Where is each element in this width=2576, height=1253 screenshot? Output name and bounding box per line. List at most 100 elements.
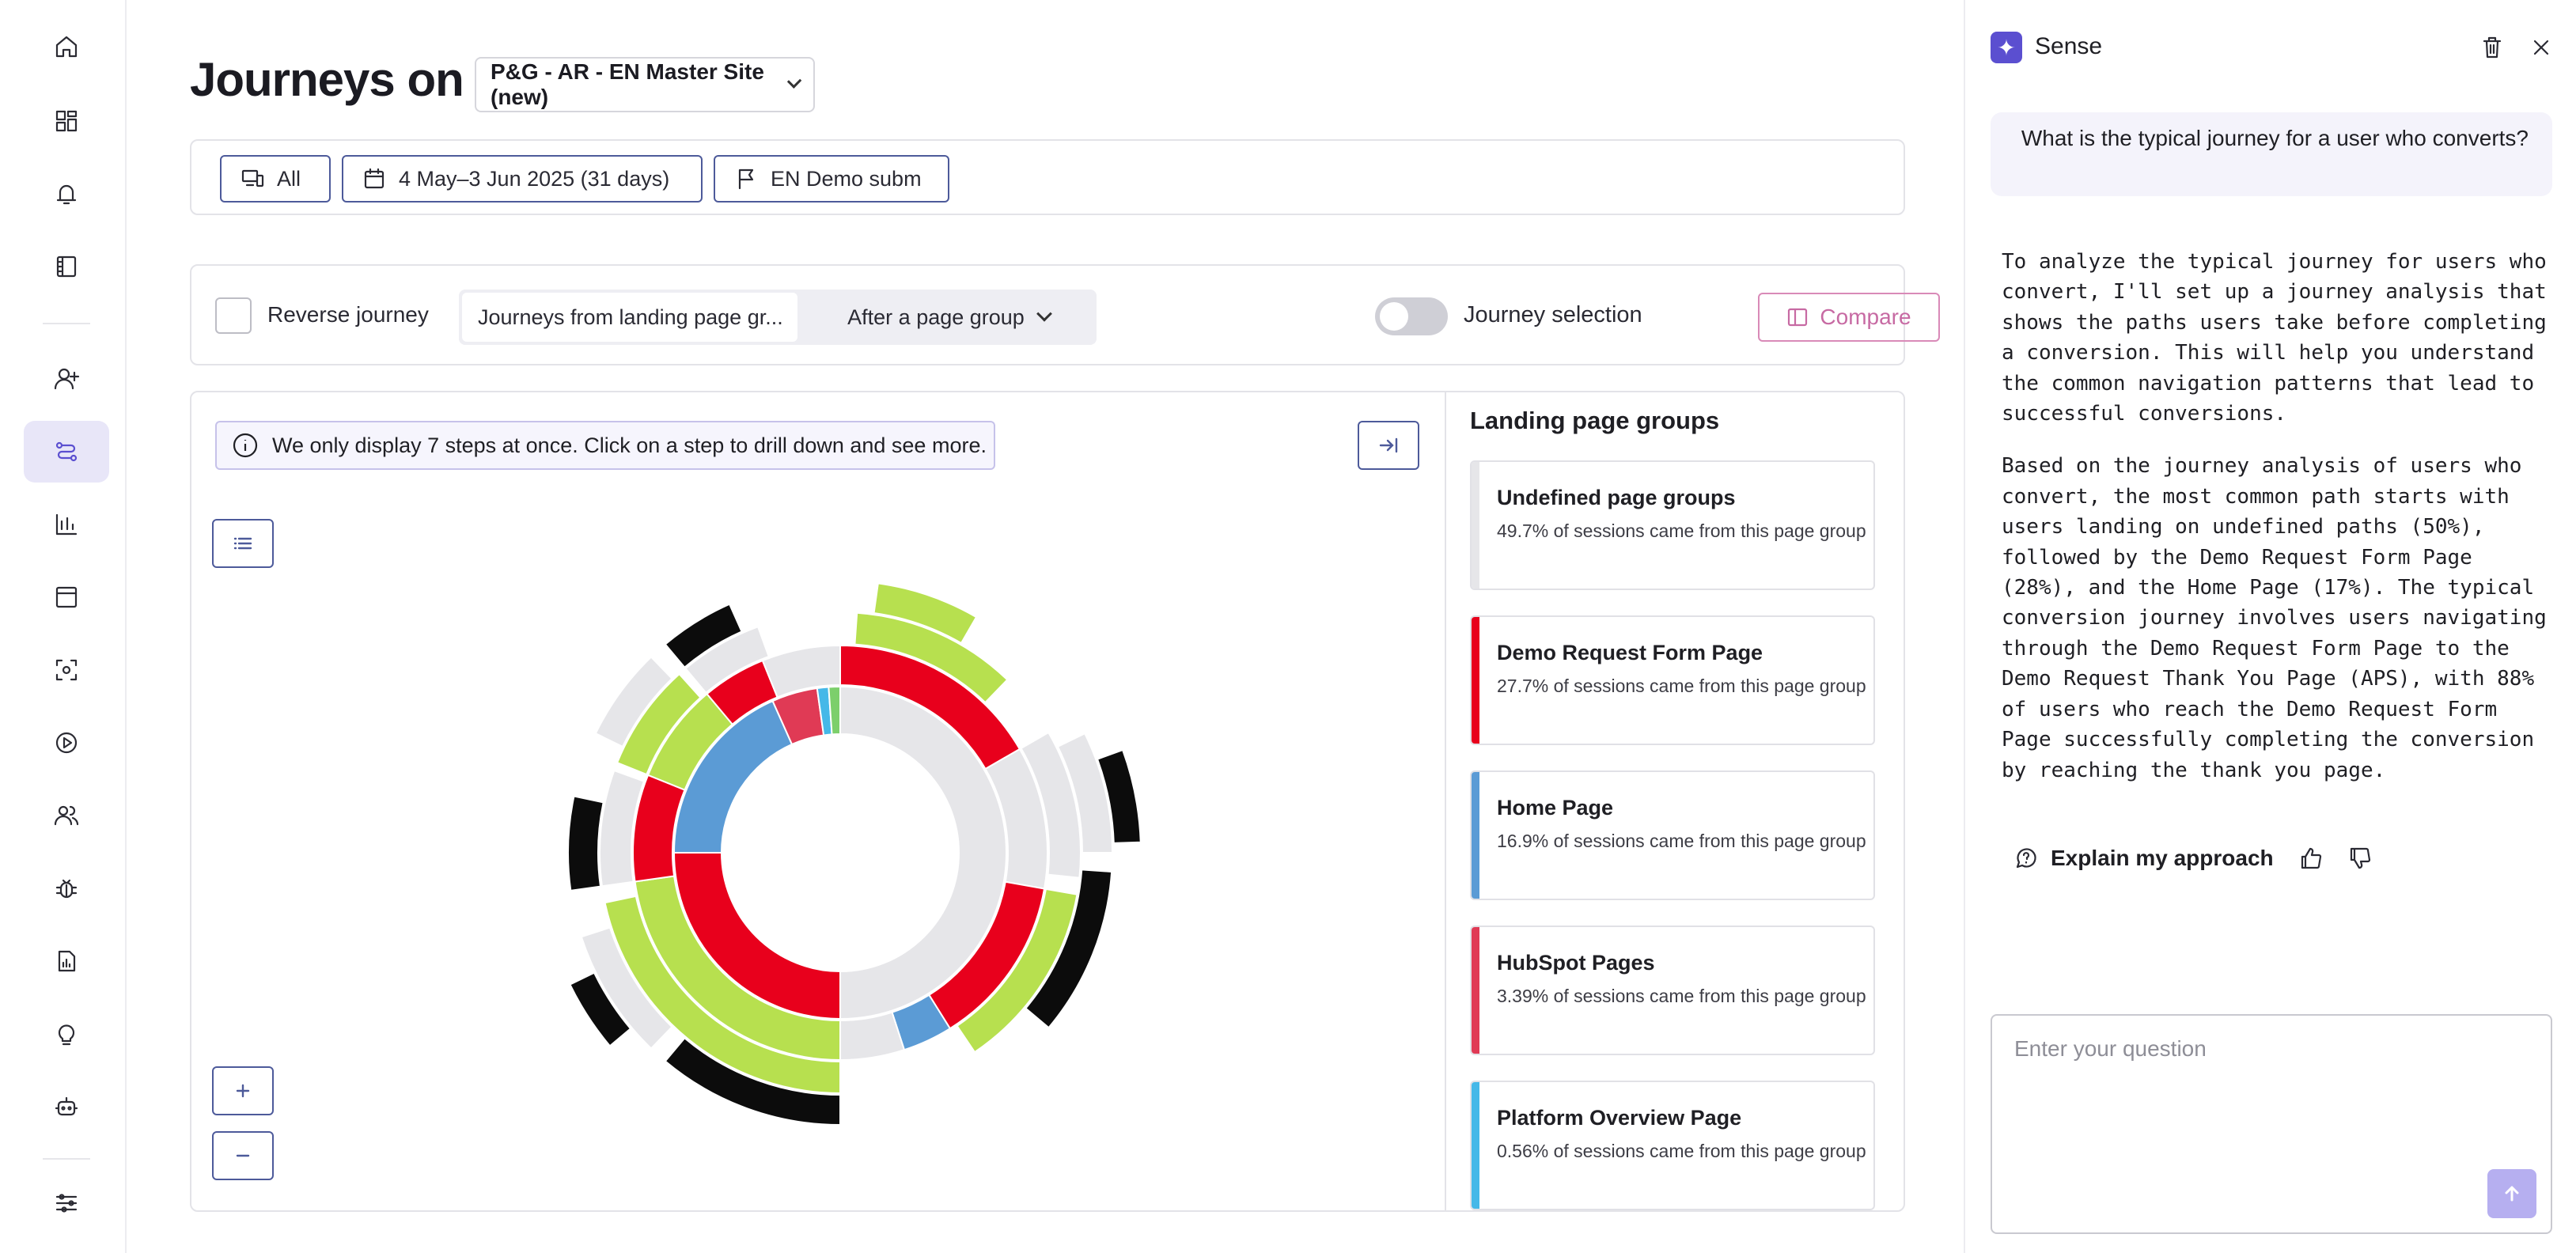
flag-icon	[738, 168, 754, 190]
nav-notebook[interactable]	[24, 236, 109, 297]
sunburst-segment[interactable]	[828, 685, 841, 736]
device-filter[interactable]: All	[220, 155, 331, 203]
nav-journeys[interactable]	[24, 421, 109, 483]
thumbs-down-button[interactable]	[2347, 845, 2375, 873]
sunburst-segment[interactable]	[839, 685, 1007, 1020]
user-plus-icon	[54, 368, 80, 390]
journey-mode-after-dropdown[interactable]: After a page group	[810, 293, 1087, 342]
landing-group-color	[1472, 1082, 1479, 1209]
notebook-icon	[56, 256, 77, 278]
nav-analytics[interactable]	[24, 494, 109, 555]
nav-alerts[interactable]	[24, 163, 109, 225]
sparkle-icon: ✦	[1991, 32, 2022, 63]
bell-icon	[56, 184, 77, 205]
info-banner: We only display 7 steps at once. Click o…	[215, 421, 995, 470]
sunburst-segment[interactable]	[956, 888, 1078, 1054]
nav-bot[interactable]	[24, 1076, 109, 1138]
journey-selection-toggle[interactable]	[1375, 297, 1448, 335]
thumbs-up-button[interactable]	[2298, 845, 2326, 873]
site-select-value: P&G - AR - EN Master Site (new)	[491, 59, 764, 109]
expand-panel-button[interactable]	[1358, 421, 1419, 470]
nav-replay[interactable]	[24, 712, 109, 774]
sunburst-segment[interactable]	[580, 926, 673, 1050]
sunburst-segment[interactable]	[839, 1011, 906, 1062]
reverse-journey-checkbox[interactable]	[215, 297, 252, 334]
compare-button[interactable]: Compare	[1758, 293, 1940, 342]
sunburst-segment[interactable]	[1025, 869, 1113, 1029]
landing-groups-title: Landing page groups	[1470, 407, 1720, 434]
arrow-up-icon	[2505, 1186, 2519, 1202]
landing-group-card[interactable]: Home Page 16.9% of sessions came from th…	[1470, 770, 1875, 900]
plus-icon	[236, 1084, 250, 1098]
journey-sunburst[interactable]	[508, 511, 1220, 1191]
sunburst-segment[interactable]	[664, 603, 743, 668]
landing-group-card[interactable]: Platform Overview Page 0.56% of sessions…	[1470, 1081, 1875, 1210]
device-filter-label: All	[277, 166, 301, 191]
landing-group-card[interactable]: HubSpot Pages 3.39% of sessions came fro…	[1470, 926, 1875, 1055]
nav-reports[interactable]	[24, 930, 109, 992]
zoom-in-button[interactable]	[212, 1066, 274, 1115]
nav-insights[interactable]	[24, 1003, 109, 1065]
journey-selection-label: Journey selection	[1464, 302, 1642, 327]
goal-filter[interactable]: EN Demo subm	[714, 155, 949, 203]
landing-group-color	[1472, 617, 1479, 744]
date-range-filter[interactable]: 4 May–3 Jun 2025 (31 days)	[342, 155, 703, 203]
arrow-right-to-line-icon	[1379, 437, 1398, 453]
explain-approach-label: Explain my approach	[2051, 846, 2274, 870]
journey-mode-landing[interactable]: Journeys from landing page gr...	[462, 293, 797, 342]
sunburst-segment[interactable]	[1056, 732, 1114, 854]
nav-users-add[interactable]	[24, 348, 109, 410]
chat-question-icon	[2016, 848, 2036, 869]
site-select[interactable]: P&G - AR - EN Master Site (new)	[475, 57, 815, 112]
chevron-down-icon	[1036, 305, 1052, 322]
sunburst-segment[interactable]	[604, 895, 841, 1095]
thumbs-up-icon	[2301, 847, 2322, 869]
sunburst-segment[interactable]	[873, 582, 978, 645]
list-icon	[233, 537, 252, 550]
nav-errors[interactable]	[24, 857, 109, 919]
user-question: What is the typical journey for a user w…	[1991, 112, 2552, 196]
nav-segments[interactable]	[24, 785, 109, 846]
trash-icon	[2483, 36, 2502, 59]
goal-filter-label: EN Demo subm	[771, 166, 922, 191]
sunburst-segment[interactable]	[854, 611, 1009, 704]
nav-dashboards[interactable]	[24, 90, 109, 152]
question-input-box	[1991, 1014, 2552, 1234]
zoom-out-button[interactable]	[212, 1131, 274, 1180]
lightbulb-icon	[58, 1024, 75, 1046]
landing-group-card[interactable]: Undefined page groups 49.7% of sessions …	[1470, 460, 1875, 590]
sunburst-segment[interactable]	[1020, 731, 1082, 879]
question-input[interactable]	[1992, 1016, 2551, 1232]
landing-group-name: HubSpot Pages	[1497, 951, 1655, 975]
sunburst-segment[interactable]	[569, 971, 632, 1047]
sunburst-segment[interactable]	[567, 795, 604, 892]
sunburst-segment[interactable]	[761, 644, 841, 698]
sunburst-segment[interactable]	[594, 656, 673, 748]
landing-group-name: Undefined page groups	[1497, 486, 1736, 509]
send-button[interactable]	[2487, 1169, 2536, 1218]
sunburst-segment[interactable]	[599, 769, 646, 888]
focus-icon	[55, 659, 78, 681]
sunburst-segment[interactable]	[664, 1037, 841, 1126]
landing-group-name: Platform Overview Page	[1497, 1106, 1742, 1130]
journey-icon	[55, 441, 78, 462]
home-icon	[55, 36, 78, 58]
journey-panel: We only display 7 steps at once. Click o…	[190, 391, 1905, 1212]
landing-group-color	[1472, 462, 1479, 589]
nav-settings[interactable]	[24, 1172, 109, 1234]
nav-home[interactable]	[24, 16, 109, 78]
explain-approach-button[interactable]: Explain my approach	[2013, 845, 2274, 872]
journey-mode-landing-label: Journeys from landing page gr...	[478, 305, 783, 329]
sunburst-segment[interactable]	[684, 626, 770, 695]
list-view-button[interactable]	[212, 519, 274, 568]
nav-zoning[interactable]	[24, 639, 109, 701]
landing-group-card[interactable]: Demo Request Form Page 27.7% of sessions…	[1470, 615, 1875, 745]
dashboard-icon	[55, 110, 78, 132]
close-panel-button[interactable]	[2527, 33, 2555, 62]
nav-pages[interactable]	[24, 566, 109, 628]
compare-icon	[1788, 308, 1808, 327]
sunburst-segment[interactable]	[616, 672, 702, 776]
window-icon	[55, 586, 78, 608]
delete-chat-button[interactable]	[2478, 33, 2506, 62]
sunburst-segment[interactable]	[1096, 748, 1142, 844]
